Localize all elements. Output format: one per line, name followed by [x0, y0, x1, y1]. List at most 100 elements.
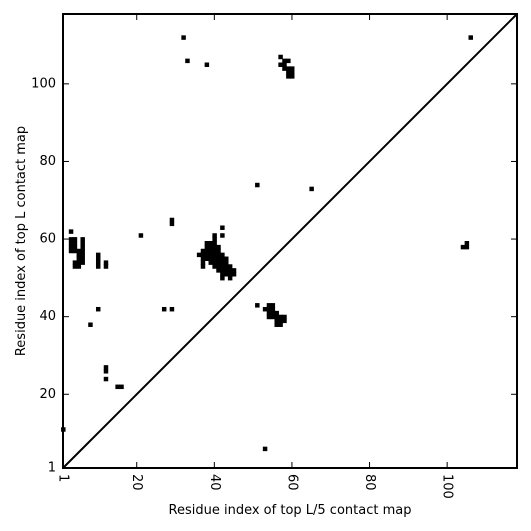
contact-point: [103, 264, 109, 269]
plot-frame: [62, 13, 518, 469]
contact-point: [278, 62, 283, 67]
contact-point: [212, 252, 217, 258]
contact-point: [282, 62, 287, 67]
contact-point: [255, 303, 260, 308]
contact-point: [212, 244, 217, 250]
contact-point: [282, 314, 287, 320]
contact-point: [220, 275, 225, 281]
contact-point: [274, 314, 279, 320]
contact-point: [290, 70, 295, 75]
contact-point: [212, 241, 217, 246]
contact-point: [227, 275, 233, 281]
contact-point: [208, 256, 213, 261]
contact-point: [286, 66, 291, 71]
contact-point: [216, 268, 221, 273]
contact-point: [224, 256, 229, 261]
contact-point: [204, 252, 210, 258]
contact-point: [204, 241, 210, 246]
x-tick-label: 60: [284, 474, 299, 491]
contact-point: [216, 264, 221, 269]
contact-point: [274, 322, 279, 327]
contact-point: [220, 268, 225, 273]
contact-point: [278, 318, 283, 324]
diagonal-line: [62, 13, 518, 469]
contact-point: [208, 241, 213, 246]
contact-point: [208, 248, 213, 254]
x-tick-label: 100: [440, 474, 455, 499]
contact-point: [290, 66, 295, 71]
contact-point: [212, 233, 217, 238]
contact-point: [231, 268, 237, 273]
contact-point: [266, 314, 272, 320]
contact-point: [204, 256, 210, 261]
contact-point: [95, 260, 101, 265]
contact-point: [286, 70, 291, 75]
contact-point: [262, 446, 268, 452]
contact-point: [204, 248, 210, 254]
contact-point: [270, 310, 276, 316]
contact-point: [270, 314, 276, 320]
contact-point: [80, 252, 85, 258]
contact-point: [266, 303, 272, 308]
contact-point: [68, 229, 74, 234]
contact-point: [80, 244, 85, 250]
contact-point: [181, 35, 186, 40]
contact-point: [72, 244, 78, 250]
contact-point: [169, 217, 175, 223]
contact-point: [76, 260, 82, 265]
x-tick-label: 80: [362, 474, 377, 491]
contact-point: [220, 225, 225, 230]
contact-point: [103, 376, 109, 382]
y-tick-label: 1: [48, 461, 56, 476]
contact-point: [169, 221, 175, 227]
contact-point: [227, 268, 233, 273]
contact-point: [231, 272, 237, 277]
contact-point: [216, 248, 221, 254]
contact-point: [200, 256, 206, 261]
contact-point: [103, 260, 109, 265]
contact-point: [76, 256, 82, 261]
contact-point: [80, 237, 85, 242]
contact-point: [464, 244, 470, 250]
contact-point: [278, 322, 283, 327]
contact-point: [161, 306, 167, 312]
contact-point: [95, 264, 101, 269]
contact-point: [220, 233, 225, 238]
contact-point: [266, 310, 272, 316]
contact-point: [200, 248, 206, 254]
contact-point: [212, 237, 217, 242]
contact-point: [278, 54, 283, 60]
contact-point: [119, 384, 124, 390]
contact-point: [282, 66, 287, 71]
contact-point: [266, 306, 272, 312]
contact-point: [76, 248, 82, 254]
contact-point: [88, 322, 93, 327]
contact-point: [274, 310, 279, 316]
contact-point: [103, 365, 109, 370]
contact-point: [220, 264, 225, 269]
contact-point: [80, 256, 85, 261]
contact-point: [72, 260, 78, 265]
contact-point: [72, 248, 78, 254]
contact-point: [216, 260, 221, 265]
contact-point: [227, 272, 233, 277]
contact-point: [68, 244, 74, 250]
contact-point: [278, 314, 283, 320]
y-tick-label: 40: [39, 309, 56, 324]
contact-point: [204, 244, 210, 250]
x-tick-label: 1: [56, 474, 71, 482]
contact-point: [204, 62, 210, 67]
contact-point: [212, 264, 217, 269]
contact-point: [196, 252, 202, 258]
contact-point: [282, 58, 287, 64]
contact-point: [200, 252, 206, 258]
contact-point: [95, 306, 101, 312]
contact-point: [286, 74, 291, 79]
contact-point: [270, 303, 276, 308]
x-tick-label: 40: [207, 474, 222, 491]
y-tick-label: 100: [31, 76, 56, 91]
contact-point: [72, 264, 78, 269]
contact-point: [224, 268, 229, 273]
y-tick-label: 20: [39, 387, 56, 402]
